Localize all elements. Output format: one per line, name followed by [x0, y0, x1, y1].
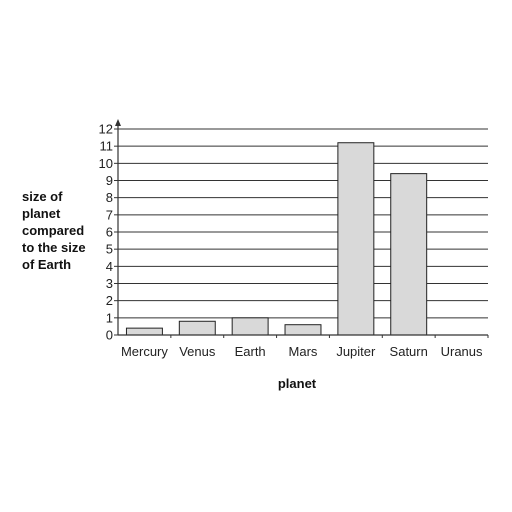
y-tick-label: 10: [99, 156, 113, 171]
y-tick-label: 7: [106, 207, 113, 222]
gridlines: [118, 128, 488, 319]
x-tick-label: Venus: [179, 344, 216, 359]
y-axis-label-line-2: planet: [22, 206, 61, 221]
bar-mercury: [125, 327, 163, 336]
y-tick-label: 11: [100, 139, 114, 154]
x-tick-label: Mars: [289, 344, 318, 359]
y-tick-label: 5: [106, 242, 113, 257]
bar-saturn: [390, 173, 428, 336]
x-tick-label: Uranus: [441, 344, 483, 359]
x-tick-labels: Mercury Venus Earth Mars Jupiter Saturn Uranus: [121, 344, 483, 359]
y-axis-label-line-4: to the size: [22, 240, 86, 255]
y-tick-label: 9: [106, 173, 113, 188]
y-tick-label: 12: [99, 122, 113, 137]
bar-jupiter: [337, 142, 375, 336]
x-tick-label: Mercury: [121, 344, 168, 359]
x-tick-label: Earth: [235, 344, 266, 359]
y-tick-label: 0: [106, 328, 113, 343]
y-tick-label: 2: [106, 293, 113, 308]
y-tick-label: 1: [106, 310, 113, 325]
x-tick-label: Saturn: [390, 344, 428, 359]
bar-mars: [284, 324, 322, 336]
y-tick-label: 8: [106, 190, 113, 205]
y-axis-label-line-3: compared: [22, 223, 85, 238]
x-axis-label: planet: [277, 376, 317, 391]
bar-venus: [178, 320, 216, 336]
x-tick-label: Jupiter: [336, 344, 376, 359]
y-axis-label-line-1: size of: [22, 189, 63, 204]
y-tick-label: 6: [106, 225, 113, 240]
y-tick-label: 3: [106, 276, 113, 291]
bar-earth: [231, 317, 269, 336]
bars: [125, 142, 428, 336]
y-tick-label: 4: [106, 259, 113, 274]
axes: [114, 119, 489, 338]
y-axis-arrow: [115, 119, 121, 126]
y-axis-label-line-5: of Earth: [22, 257, 72, 272]
